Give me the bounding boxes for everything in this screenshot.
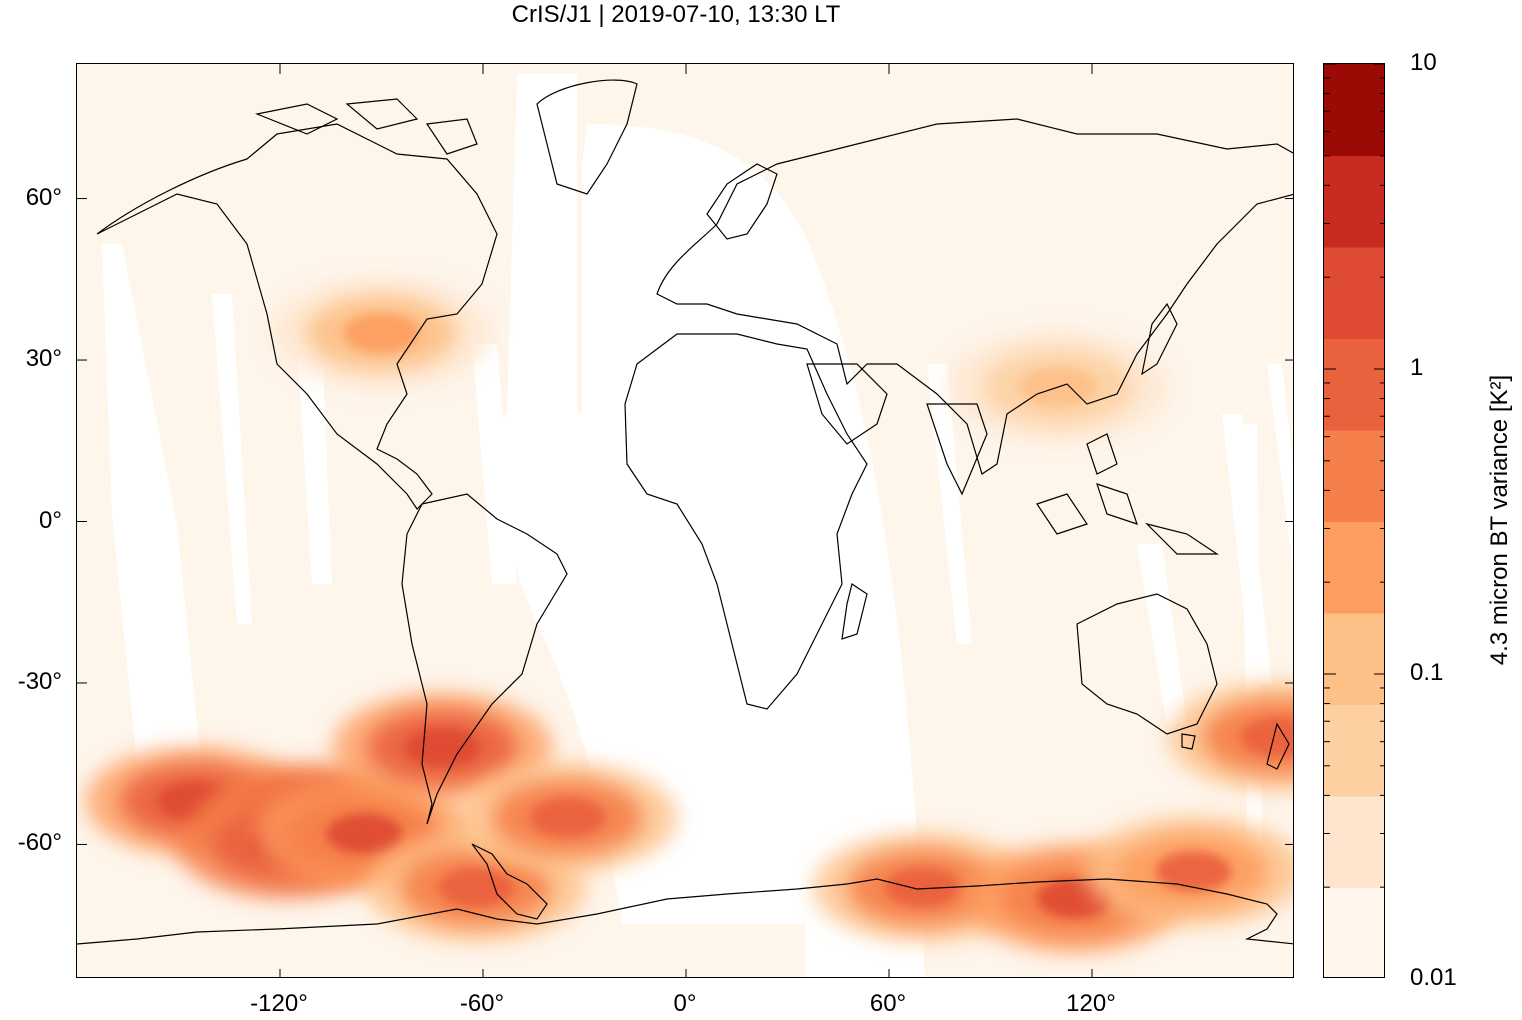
latitude-tick-label: -60°: [17, 829, 62, 857]
variance-blob: [884, 867, 961, 908]
variance-blob: [438, 867, 515, 908]
colorbar: [1323, 63, 1385, 978]
longitude-tick-label: -60°: [459, 990, 505, 1017]
latitude-tick-label: 60°: [25, 183, 62, 211]
colorbar-swatch: [1324, 64, 1384, 156]
latitude-tick-label: 30°: [25, 345, 62, 373]
colorbar-tick-label: 10: [1410, 49, 1437, 76]
colorbar-swatch: [1324, 155, 1384, 248]
variance-blob: [404, 727, 481, 768]
colorbar-swatch: [1324, 430, 1384, 522]
colorbar-swatch: [1324, 613, 1384, 705]
colorbar-swatch: [1324, 887, 1384, 977]
colorbar-swatch: [1324, 338, 1384, 431]
variance-blob: [326, 813, 403, 854]
colorbar-swatch: [1324, 247, 1384, 339]
latitude-tick-label: 0°: [39, 506, 62, 534]
variance-blob: [1155, 851, 1232, 892]
colorbar-scale: [1324, 64, 1384, 977]
map-title: CrIS/J1 | 2019-07-10, 13:30 LT: [511, 1, 841, 28]
colorbar-tick-label: 0.1: [1410, 659, 1444, 686]
colorbar-swatch: [1324, 521, 1384, 614]
variance-blob: [1240, 716, 1293, 757]
coastlines: [77, 79, 1293, 945]
longitude-tick-label: 0°: [673, 990, 697, 1017]
colorbar-swatch: [1324, 796, 1384, 888]
colorbar-swatch: [1324, 704, 1384, 797]
longitude-tick-label: -120°: [250, 990, 308, 1017]
map-plot-area[interactable]: [76, 63, 1294, 978]
variance-blob: [529, 797, 606, 838]
longitude-tick-label: 60°: [869, 990, 907, 1017]
colorbar-tick-label: 1: [1410, 354, 1424, 381]
map-canvas: [77, 64, 1293, 977]
longitude-tick-label: 120°: [1066, 990, 1116, 1017]
variance-blob: [343, 313, 420, 354]
colorbar-title: 4.3 micron BT variance [K²]: [1486, 374, 1513, 666]
colorbar-tick-label: 0.01: [1410, 964, 1457, 991]
swath-gaps: [102, 74, 1293, 977]
latitude-tick-label: -30°: [17, 667, 62, 695]
